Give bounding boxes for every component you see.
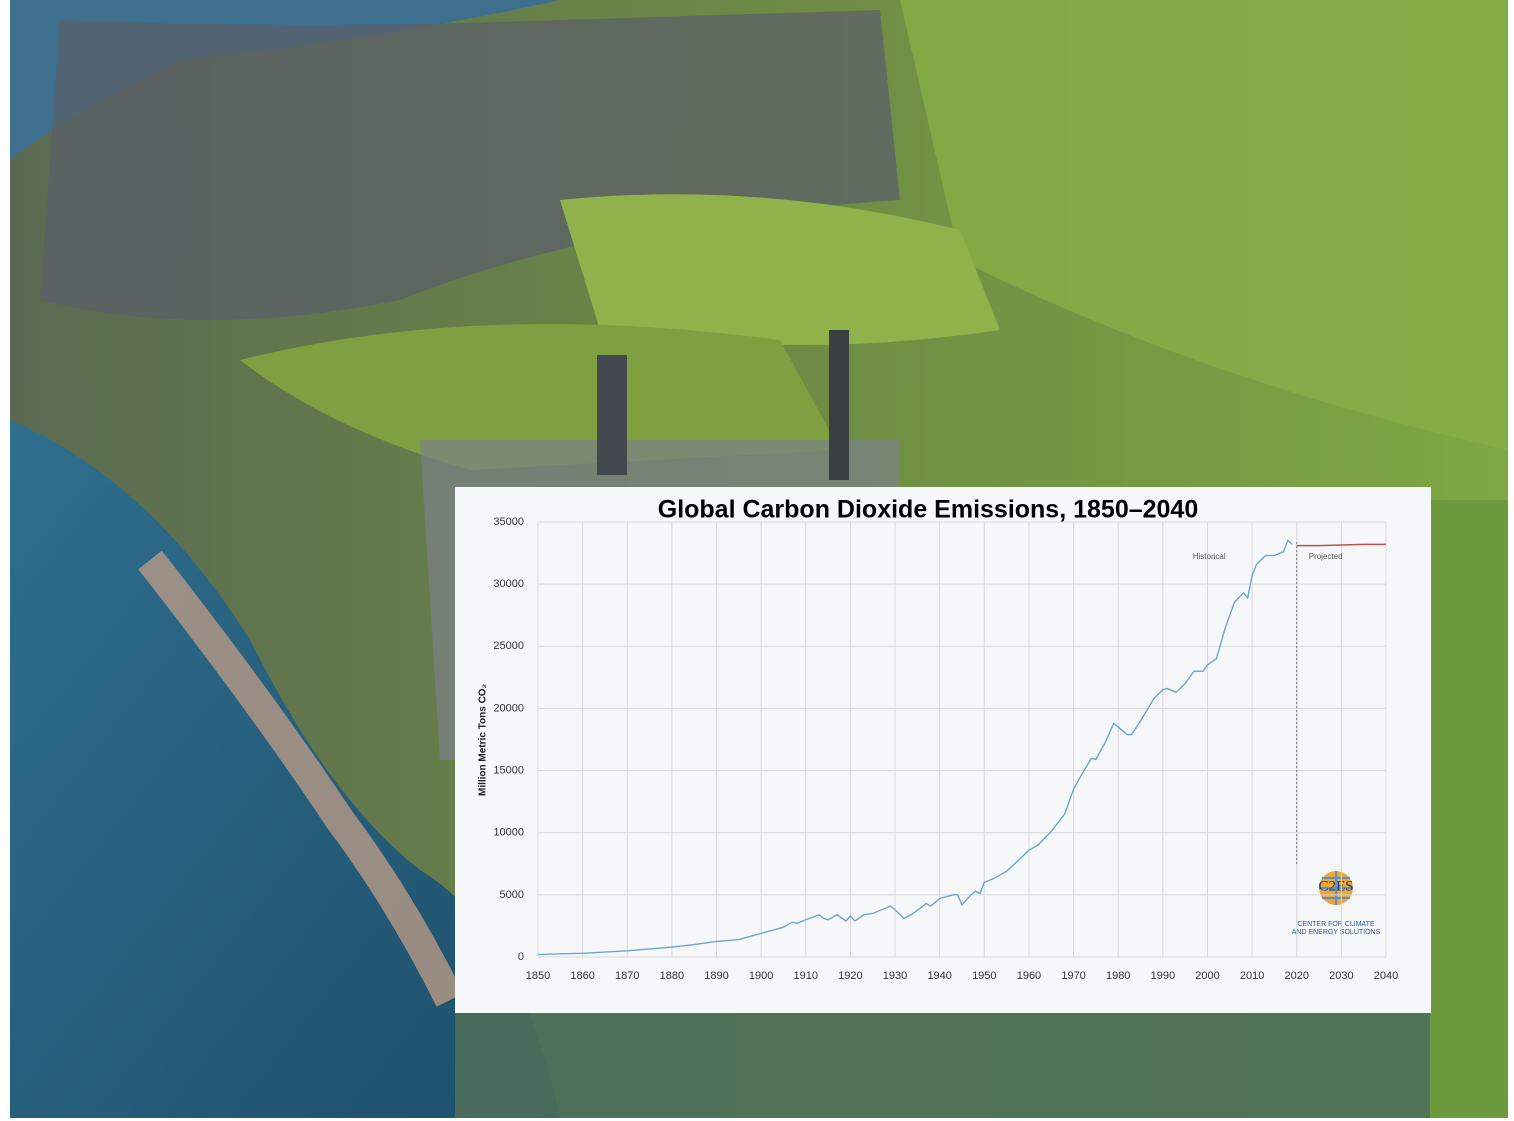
chart-panel xyxy=(455,487,1431,1013)
x-tick-label: 2010 xyxy=(1240,970,1264,982)
x-tick-label: 1870 xyxy=(615,970,639,982)
line-series xyxy=(537,539,1293,956)
y-tick-label: 10000 xyxy=(493,827,524,839)
x-tick-label: 1850 xyxy=(526,970,550,982)
logo-globe-lines xyxy=(1319,871,1353,905)
x-tick-label: 1950 xyxy=(972,970,996,982)
logo-line: CENTER FOR CLIMATE xyxy=(1297,921,1375,928)
y-tick-label: 15000 xyxy=(493,764,524,776)
x-tick-label: 1920 xyxy=(838,970,862,982)
x-tick-label: 2020 xyxy=(1284,970,1308,982)
logo-name: C2ES xyxy=(1318,878,1353,894)
x-tick-label: 1930 xyxy=(883,970,907,982)
x-tick-label: 1990 xyxy=(1151,970,1175,982)
x-tick-label: 1970 xyxy=(1061,970,1085,982)
x-tick-label: 1860 xyxy=(570,970,594,982)
x-tick-label: 2030 xyxy=(1329,970,1353,982)
x-tick-label: 1980 xyxy=(1106,970,1130,982)
y-axis-label: Million Metric Tons CO₂ xyxy=(478,684,489,796)
x-tick-label: 1910 xyxy=(794,970,818,982)
line-series xyxy=(1296,543,1386,547)
x-tick-label: 1960 xyxy=(1017,970,1041,982)
x-tick-label: 2040 xyxy=(1374,970,1398,982)
annotation: Historical xyxy=(1193,552,1226,561)
chart-title: Global Carbon Dioxide Emissions, 1850–20… xyxy=(658,496,1199,524)
y-tick-label: 30000 xyxy=(493,578,524,590)
x-tick-label: 1940 xyxy=(927,970,951,982)
y-tick-label: 0 xyxy=(518,951,524,963)
y-tick-label: 5000 xyxy=(500,889,524,901)
x-tick-label: 1900 xyxy=(749,970,773,982)
x-tick-label: 1890 xyxy=(704,970,728,982)
annotation: Projected xyxy=(1309,552,1343,561)
y-tick-label: 35000 xyxy=(493,516,524,528)
x-tick-label: 2000 xyxy=(1195,970,1219,982)
y-tick-label: 25000 xyxy=(493,640,524,652)
x-tick-label: 1880 xyxy=(660,970,684,982)
y-tick-label: 20000 xyxy=(493,702,524,714)
logo-line: AND ENERGY SOLUTIONS xyxy=(1292,929,1381,936)
